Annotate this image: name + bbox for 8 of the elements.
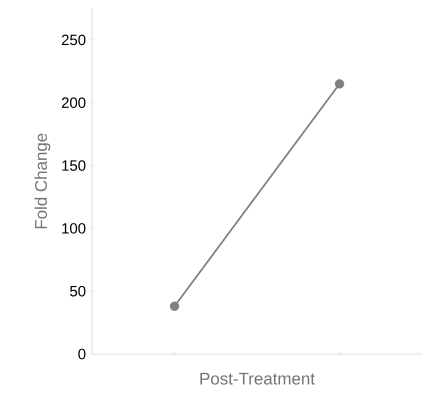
y-axis-title: Fold Change [34, 134, 50, 228]
y-tick-label: 50 [70, 286, 86, 297]
x-axis-title: Post-Treatment [200, 372, 315, 385]
y-tick-label: 100 [62, 223, 86, 234]
y-tick-label: 150 [62, 160, 86, 171]
y-tick-label: 0 [78, 348, 86, 360]
y-tick-label: 200 [62, 98, 86, 108]
y-tick-label: 250 [62, 34, 86, 46]
